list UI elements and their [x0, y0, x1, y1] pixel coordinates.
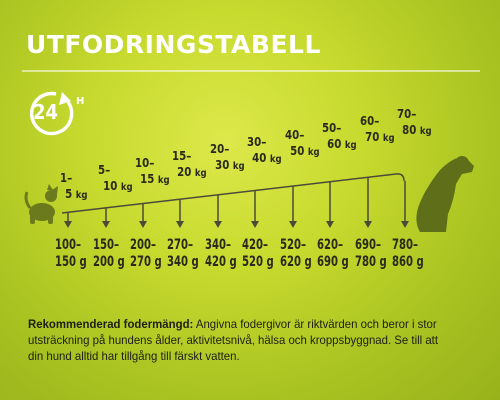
weight-range-start: 50–	[322, 121, 342, 135]
weight-range-start: 20–	[210, 142, 230, 156]
arrow-head	[326, 221, 334, 228]
weight-label: 60– 70 kg	[360, 113, 395, 147]
gram-label: 690– 780 g	[355, 237, 387, 270]
weight-label: 10– 15 kg	[135, 155, 170, 189]
arrow-head	[289, 221, 297, 228]
weight-range-start: 10–	[135, 156, 155, 170]
weight-label: 30– 40 kg	[247, 134, 282, 168]
gram-label: 780– 860 g	[392, 237, 424, 270]
arrow-head	[364, 221, 372, 228]
badge-suffix: H	[76, 96, 85, 107]
gram-label: 100– 150 g	[55, 237, 87, 270]
weight-range-end: 40 kg	[252, 151, 282, 165]
weight-range-start: 1–	[60, 171, 73, 185]
weight-range-start: 5–	[98, 163, 111, 177]
weight-range-end: 10 kg	[103, 179, 133, 193]
clock-arrow-icon	[29, 91, 74, 136]
title-divider	[22, 70, 480, 72]
gram-label: 620– 690 g	[317, 237, 349, 270]
weight-label: 20– 30 kg	[210, 141, 245, 175]
weight-range-start: 60–	[360, 114, 380, 128]
arrow-head	[64, 221, 72, 228]
note-heading: Rekommenderad fodermängd:	[28, 317, 194, 331]
note-text: Angivna fodergivor är riktvärden och ber…	[28, 317, 439, 363]
gram-label: 420– 520 g	[242, 237, 274, 270]
small-dog-icon	[24, 184, 58, 224]
gram-label: 340– 420 g	[205, 237, 237, 270]
gram-label: 270– 340 g	[167, 237, 199, 270]
arrow-head	[139, 221, 147, 228]
weight-label: 40– 50 kg	[285, 127, 320, 161]
arrow-head	[214, 221, 222, 228]
weight-label: 50– 60 kg	[322, 120, 357, 154]
weight-range-end: 50 kg	[290, 144, 320, 158]
weight-range-start: 40–	[285, 128, 305, 142]
gram-label: 520– 620 g	[280, 237, 312, 270]
weight-range-end: 15 kg	[140, 172, 170, 186]
page-title: UTFODRINGSTABELL	[26, 30, 321, 59]
large-dog-icon	[416, 156, 474, 232]
arrow-head	[401, 221, 409, 228]
weight-range-end: 20 kg	[177, 165, 207, 179]
weight-range-end: 5 kg	[65, 187, 88, 201]
weight-label: 70– 80 kg	[397, 106, 432, 140]
slope-line	[61, 173, 405, 214]
weight-range-start: 30–	[247, 135, 267, 149]
arrow-head	[251, 221, 259, 228]
weight-range-end: 60 kg	[327, 137, 357, 151]
gram-label: 150– 200 g	[93, 237, 125, 270]
weight-label: 1– 5 kg	[60, 170, 88, 204]
weight-label: 5– 10 kg	[98, 162, 133, 196]
gram-label: 200– 270 g	[130, 237, 162, 270]
recommendation-note: Rekommenderad fodermängd: Angivna foderg…	[28, 316, 456, 364]
weight-range-start: 15–	[172, 149, 192, 163]
weight-range-end: 70 kg	[365, 130, 395, 144]
badge-number: 24	[33, 100, 59, 124]
arrow-head	[176, 221, 184, 228]
weight-label: 15– 20 kg	[172, 148, 207, 182]
weight-range-end: 30 kg	[215, 158, 245, 172]
connector-lines	[61, 173, 409, 228]
arrow-head	[102, 221, 110, 228]
weight-range-end: 80 kg	[402, 123, 432, 137]
24h-badge: 24 H	[26, 88, 85, 138]
weight-range-start: 70–	[397, 107, 417, 121]
